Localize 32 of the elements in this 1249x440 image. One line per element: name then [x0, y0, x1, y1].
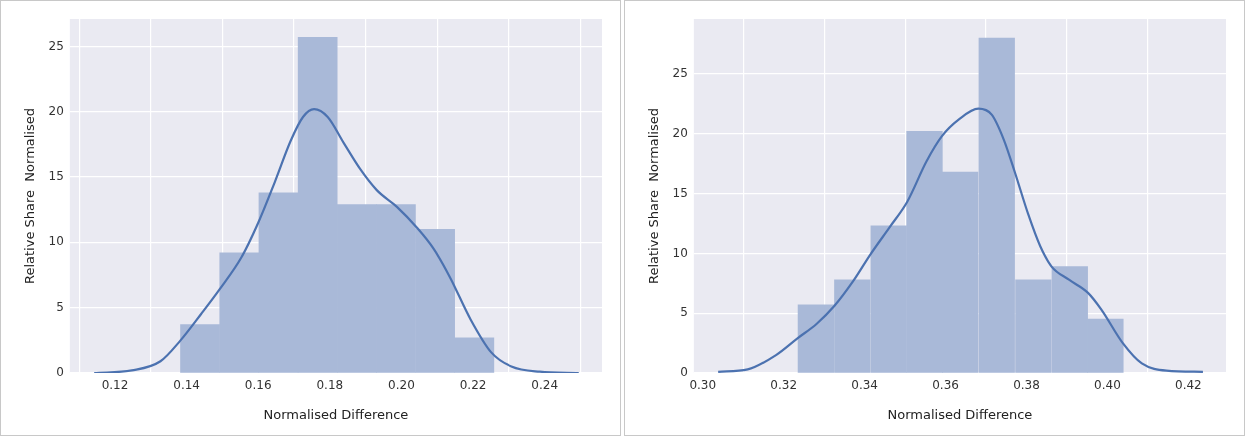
- y-tick-label: 0: [680, 365, 688, 380]
- y-axis-title: Relative Share Normalised: [646, 107, 662, 285]
- y-tick-label: 20: [48, 103, 64, 118]
- x-tick-label: 0.12: [101, 378, 129, 393]
- y-tick-label: 0: [56, 365, 64, 380]
- x-tick-label: 0.40: [1094, 378, 1121, 393]
- line-series: [93, 108, 580, 373]
- y-tick-label: 25: [48, 38, 64, 53]
- x-tick-label: 0.30: [689, 378, 717, 393]
- x-tick-label: 0.24: [531, 378, 559, 393]
- y-tick-label: 5: [680, 305, 688, 320]
- y-tick-label: 25: [672, 66, 688, 81]
- x-tick-label: 0.16: [244, 378, 272, 393]
- x-tick-label: 0.18: [316, 378, 344, 393]
- line-series: [717, 107, 1205, 373]
- y-tick-label: 10: [672, 245, 688, 260]
- x-tick-label: 0.14: [173, 378, 200, 393]
- y-tick-label: 20: [672, 125, 688, 140]
- x-axis-title: Normalised Difference: [887, 406, 1033, 422]
- x-tick-label: 0.36: [932, 378, 959, 393]
- y-tick-label: 15: [48, 169, 64, 184]
- y-tick-label: 5: [56, 299, 64, 314]
- x-tick-label: 0.34: [851, 378, 878, 393]
- y-tick-label: 10: [48, 234, 64, 249]
- x-tick-label: 0.32: [770, 378, 798, 393]
- x-axis-title: Normalised Difference: [263, 406, 409, 422]
- x-tick-label: 0.20: [388, 378, 415, 393]
- y-axis-title: Relative Share Normalised: [22, 107, 38, 285]
- x-tick-label: 0.22: [459, 378, 487, 393]
- x-tick-label: 0.42: [1175, 378, 1202, 393]
- y-tick-label: 15: [672, 185, 688, 200]
- x-tick-label: 0.38: [1013, 378, 1040, 393]
